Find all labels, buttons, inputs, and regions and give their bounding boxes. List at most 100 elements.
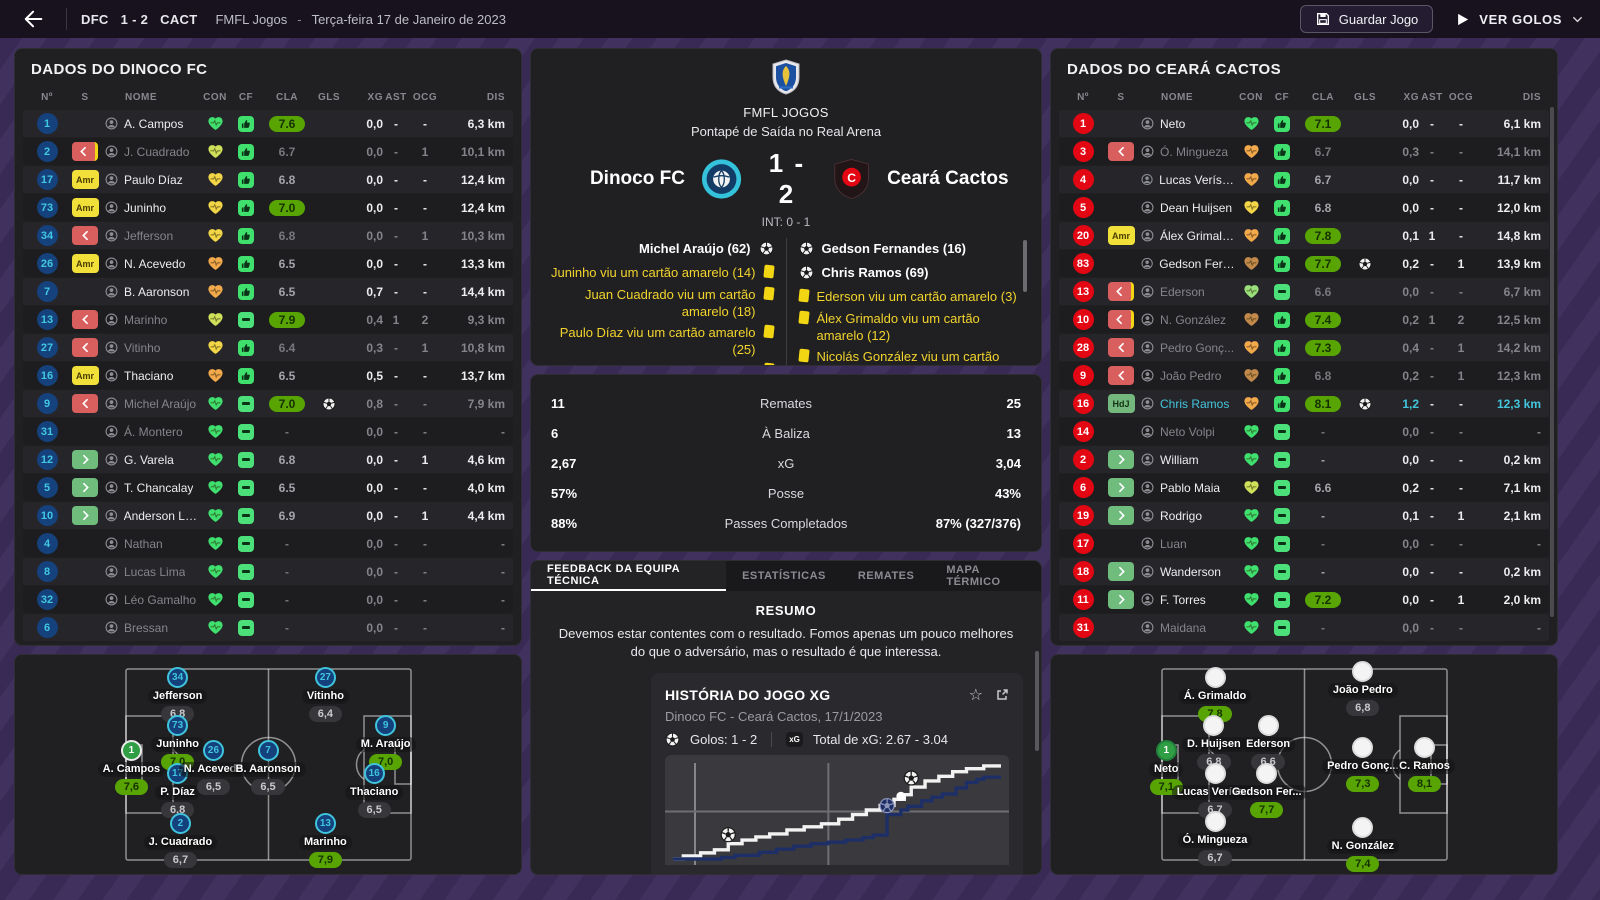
player-row[interactable]: 18 Wanderson - 0,0 - - 0,2 km	[1059, 558, 1549, 585]
away-team-name[interactable]: Ceará Cactos	[887, 168, 1009, 189]
xg-chart-panel[interactable]	[665, 755, 1009, 865]
player-row[interactable]: 17 Luan - 0,0 - - -	[1059, 530, 1549, 557]
pitch-shirt-circle: 13	[314, 813, 336, 835]
player-row[interactable]: 16 Amr Thaciano 6.5 0,5 - - 13,7 km	[23, 362, 513, 389]
pitch-player[interactable]: 1 A. Campos 7,6	[83, 739, 179, 795]
back-button[interactable]	[16, 8, 52, 30]
column-header[interactable]: GLS	[317, 91, 341, 103]
pitch-player[interactable]: João Pedro 6,8	[1315, 660, 1411, 716]
view-goals-button[interactable]: VER GOLOS	[1455, 12, 1584, 27]
player-row[interactable]: 2 William - 0,0 - - 0,2 km	[1059, 446, 1549, 473]
column-header[interactable]: XG	[1403, 91, 1419, 103]
player-row[interactable]: 83 Gedson Fern... 7.7 0,2 - 1 13,9 km	[1059, 250, 1549, 277]
player-row[interactable]: 7 B. Aaronson 6.5 0,7 - - 14,4 km	[23, 278, 513, 305]
pitch-player[interactable]: 1 Neto 7,1	[1118, 739, 1214, 795]
column-header[interactable]: CON	[203, 91, 227, 103]
pitch-player[interactable]: Ederson 6,6	[1220, 714, 1316, 770]
player-row[interactable]: 2 J. Cuadrado 6.7 0,0 - 1 10,1 km	[23, 138, 513, 165]
player-distance: 12,3 km	[1496, 396, 1541, 411]
player-row[interactable]: 27 Vitinho 6.4 0,3 - 1 10,8 km	[23, 334, 513, 361]
player-row[interactable]: 9 Michel Araújo 7.0 0,8 - - 7,9 km	[23, 390, 513, 417]
player-row[interactable]: 32 Léo Gamalho - 0,0 - - -	[23, 586, 513, 613]
pitch-player[interactable]: N. González 7,4	[1315, 817, 1411, 873]
column-header[interactable]: NOME	[125, 91, 157, 103]
player-row[interactable]: 12 G. Varela 6.8 0,0 - 1 4,6 km	[23, 446, 513, 473]
save-game-button[interactable]: Guardar Jogo	[1299, 5, 1434, 33]
column-header[interactable]: CF	[1274, 91, 1290, 103]
player-row[interactable]: 20 Amr Álex Grimaldo 7.8 0,1 1 - 14,8 km	[1059, 222, 1549, 249]
column-header[interactable]: S	[1117, 91, 1125, 103]
player-row[interactable]: 8 Lucas Lima - 0,0 - - -	[23, 558, 513, 585]
tab-mapa-t-rmico[interactable]: MAPA TÉRMICO	[946, 564, 1001, 588]
pitch-player[interactable]: 16 Thaciano 6,5	[326, 763, 422, 819]
column-header[interactable]: XG	[367, 91, 383, 103]
player-row[interactable]: 31 Á. Montero - 0,0 - - -	[23, 418, 513, 445]
column-header[interactable]: NOME	[1161, 91, 1193, 103]
pitch-player[interactable]: 9 M. Araújo 7,0	[338, 714, 434, 770]
column-header[interactable]: DIS	[486, 91, 505, 103]
column-header[interactable]: CLA	[275, 91, 299, 103]
column-header[interactable]: CF	[238, 91, 254, 103]
feedback-scrollbar[interactable]	[1035, 651, 1039, 751]
player-row[interactable]: 10 N. González 7.4 0,2 1 2 12,5 km	[1059, 306, 1549, 333]
player-row[interactable]: 1 A. Campos 7.6 0,0 - - 6,3 km	[23, 110, 513, 137]
player-row[interactable]: 1 Neto 7.1 0,0 - - 6,1 km	[1059, 110, 1549, 137]
column-header[interactable]: Nº	[41, 91, 53, 103]
pitch-player-name: Thaciano	[345, 785, 404, 801]
player-row[interactable]: 31 Maidana - 0,0 - - -	[1059, 614, 1549, 641]
away-table-scrollbar[interactable]	[1550, 107, 1554, 617]
pitch-rating: 6,7	[1198, 850, 1232, 867]
column-header[interactable]: AST	[1421, 91, 1443, 103]
player-avatar-icon	[105, 341, 118, 354]
pitch-player[interactable]: Á. Grimaldo 7,8	[1167, 666, 1263, 722]
tab-estat-sticas[interactable]: ESTATÍSTICAS	[742, 570, 826, 582]
pitch-player[interactable]: Ó. Mingueza 6,7	[1167, 811, 1263, 867]
column-header[interactable]: OCG	[412, 91, 438, 103]
player-row[interactable]: 10 Anderson Lo... 6.9 0,0 - 1 4,4 km	[23, 502, 513, 529]
player-row[interactable]: 14 Neto Volpi - 0,0 - - -	[1059, 418, 1549, 445]
player-row[interactable]: 6 Pablo Maia 6.6 0,2 - - 7,1 km	[1059, 474, 1549, 501]
player-row[interactable]: 13 Ederson 6.6 0,0 - - 6,7 km	[1059, 278, 1549, 305]
column-header[interactable]: CLA	[1311, 91, 1335, 103]
tab-remates[interactable]: REMATES	[857, 570, 915, 582]
player-row[interactable]: 5 Dean Huijsen 6.8 0,0 - - 12,0 km	[1059, 194, 1549, 221]
player-row[interactable]: 3 Ó. Mingueza 6.7 0,3 - - 14,1 km	[1059, 138, 1549, 165]
pitch-player[interactable]: 7 B. Aaronson 6,5	[220, 739, 316, 795]
player-row[interactable]: 5 T. Chancalay 6.5 0,0 - - 4,0 km	[23, 474, 513, 501]
column-header[interactable]: AST	[385, 91, 407, 103]
player-row[interactable]: 4 Lucas Veríssi... 6.7 0,0 - - 11,7 km	[1059, 166, 1549, 193]
expand-icon[interactable]	[995, 688, 1009, 702]
player-row[interactable]: 73 Amr Juninho 7.0 0,0 - - 12,4 km	[23, 194, 513, 221]
pitch-player[interactable]: Pedro Gonç... 7,3	[1315, 737, 1411, 793]
column-header[interactable]: CON	[1239, 91, 1263, 103]
player-row[interactable]: 13 Marinho 7.9 0,4 1 2 9,3 km	[23, 306, 513, 333]
player-row[interactable]: 26 Amr N. Acevedo 6.5 0,0 - - 13,3 km	[23, 250, 513, 277]
player-row[interactable]: 11 F. Torres 7.2 0,0 - 1 2,0 km	[1059, 586, 1549, 613]
pitch-player[interactable]: 34 Jefferson 6,8	[130, 666, 226, 722]
player-row[interactable]: 17 Amr Paulo Díaz 6.8 0,0 - - 12,4 km	[23, 166, 513, 193]
condition-heart-icon	[1243, 507, 1260, 524]
pitch-player[interactable]: 17 P. Díaz 6,8	[130, 763, 226, 819]
pitch-player[interactable]: 13 Marinho 7,9	[277, 813, 373, 869]
player-row[interactable]: 4 Nathan - 0,0 - - -	[23, 530, 513, 557]
events-scrollbar[interactable]	[1023, 240, 1027, 292]
column-header[interactable]: GLS	[1353, 91, 1377, 103]
pitch-player[interactable]: Gedson Fer... 7,7	[1219, 763, 1315, 819]
player-row[interactable]: 34 Jefferson 6.8 0,0 - 1 10,3 km	[23, 222, 513, 249]
player-avatar-icon	[1141, 341, 1154, 354]
home-team-name[interactable]: Dinoco FC	[589, 168, 685, 189]
player-row[interactable]: 19 Rodrigo - 0,1 - 1 2,1 km	[1059, 502, 1549, 529]
pitch-player[interactable]: 2 J. Cuadrado 6,7	[132, 813, 228, 869]
column-header[interactable]: S	[81, 91, 89, 103]
player-row[interactable]: 28 Pedro Gonç... 7.3 0,4 - 1 14,2 km	[1059, 334, 1549, 361]
column-header[interactable]: Nº	[1077, 91, 1089, 103]
player-row[interactable]: 6 Bressan - 0,0 - - -	[23, 614, 513, 641]
tab-feedback-da-equipa-t-cnica[interactable]: FEEDBACK DA EQUIPA TÉCNICA	[531, 561, 727, 591]
player-row[interactable]: 9 João Pedro 6.8 0,2 - 1 12,3 km	[1059, 362, 1549, 389]
pitch-player[interactable]: C. Ramos 8,1	[1377, 737, 1473, 793]
column-header[interactable]: DIS	[1522, 91, 1541, 103]
pitch-player[interactable]: 27 Vitinho 6,4	[277, 666, 373, 722]
column-header[interactable]: OCG	[1448, 91, 1474, 103]
favorite-star-icon[interactable]: ☆	[968, 687, 983, 704]
player-row[interactable]: 16 HdJ Chris Ramos 8.1 1,2 - - 12,3 km	[1059, 390, 1549, 417]
